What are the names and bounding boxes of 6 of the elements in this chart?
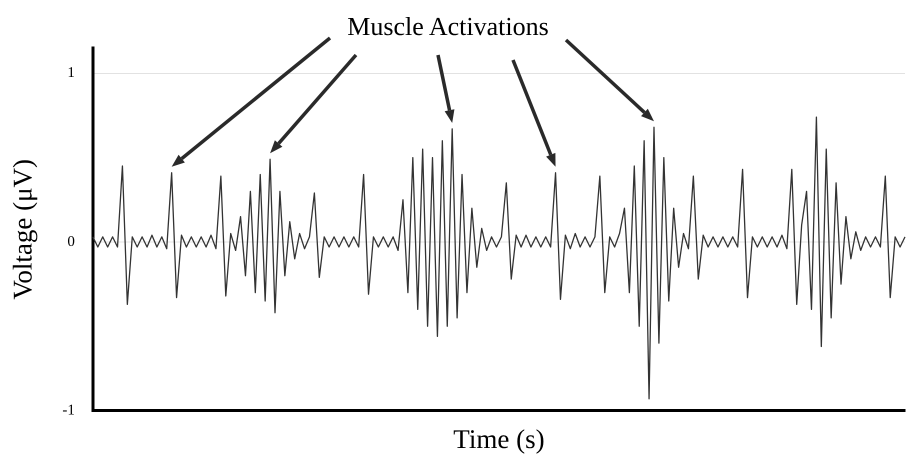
y-axis-title: Voltage (μV) (7, 158, 38, 300)
text: Muscle Activations (343, 12, 553, 42)
y-tick-label: 1 (67, 65, 75, 82)
y-tick-label: 0 (67, 234, 75, 250)
y-tick-label: -1 (62, 402, 75, 419)
x-axis-title: Time (s) (453, 424, 545, 454)
